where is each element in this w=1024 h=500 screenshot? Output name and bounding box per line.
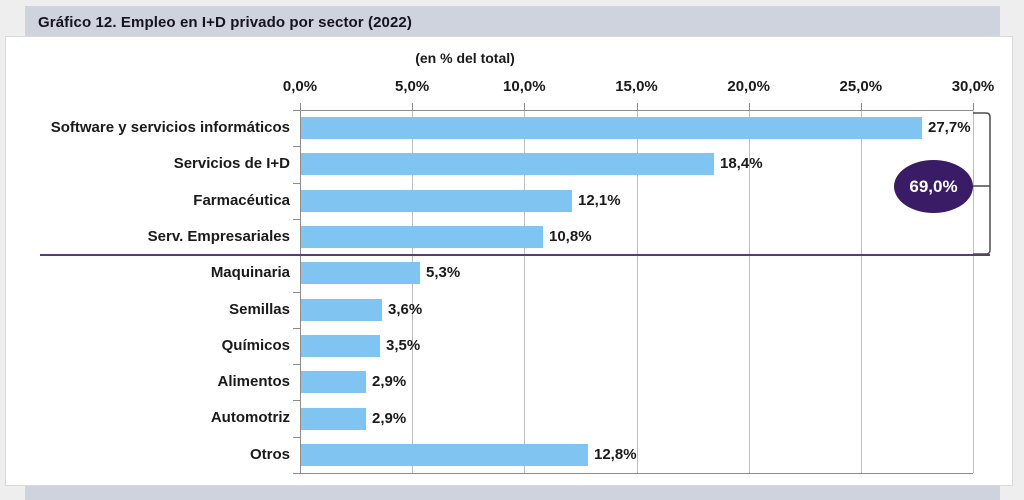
x-axis-tick-mark bbox=[636, 103, 638, 110]
category-label: Software y servicios informáticos bbox=[50, 119, 290, 136]
y-axis-tick-mark bbox=[293, 110, 300, 111]
chart-title: Gráfico 12. Empleo en I+D privado por se… bbox=[38, 13, 412, 31]
x-axis-tick-mark bbox=[300, 103, 301, 110]
group-separator-line bbox=[40, 254, 990, 256]
x-axis-tick-mark bbox=[748, 103, 750, 110]
y-axis-tick-mark bbox=[293, 473, 300, 474]
gridline bbox=[524, 110, 526, 473]
total-badge: 69,0% bbox=[894, 160, 973, 213]
y-axis-tick-mark bbox=[293, 292, 300, 293]
category-label: Químicos bbox=[221, 336, 290, 354]
x-axis-tick-label: 0,0% bbox=[282, 78, 318, 95]
x-axis-tick-label: 30,0% bbox=[951, 78, 995, 95]
bar bbox=[301, 444, 588, 466]
y-axis-tick-mark bbox=[293, 437, 300, 438]
plot-bottom-border bbox=[300, 473, 973, 474]
y-axis-tick-mark bbox=[293, 146, 300, 147]
value-label: 12,8% bbox=[594, 446, 637, 463]
value-label: 27,7% bbox=[928, 119, 971, 136]
value-label: 3,6% bbox=[388, 301, 423, 318]
value-label: 2,9% bbox=[372, 373, 407, 390]
x-axis-tick-label: 10,0% bbox=[503, 78, 546, 95]
y-axis-tick-mark bbox=[293, 328, 300, 329]
chart-header-band: Gráfico 12. Empleo en I+D privado por se… bbox=[25, 6, 1000, 38]
category-label: Alimentos bbox=[217, 373, 290, 391]
x-axis-tick-label: 5,0% bbox=[395, 78, 430, 95]
bar bbox=[301, 299, 382, 321]
y-axis-tick-mark bbox=[293, 219, 300, 220]
value-label: 5,3% bbox=[426, 264, 461, 281]
x-axis-tick-mark bbox=[973, 103, 974, 110]
gridline bbox=[412, 110, 414, 473]
x-axis-tick-mark bbox=[860, 103, 862, 110]
bar bbox=[301, 226, 543, 248]
total-badge-label: 69,0% bbox=[909, 176, 958, 196]
plot-top-border bbox=[300, 110, 973, 111]
bar bbox=[301, 408, 366, 430]
category-label: Semillas bbox=[229, 300, 290, 318]
category-label: Serv. Empresariales bbox=[147, 227, 290, 245]
category-label: Servicios de I+D bbox=[173, 155, 290, 173]
value-label: 12,1% bbox=[578, 192, 621, 209]
bar bbox=[301, 262, 420, 284]
category-label: Automotriz bbox=[210, 409, 290, 427]
bar bbox=[301, 371, 366, 393]
x-axis-tick-label: 25,0% bbox=[839, 78, 883, 95]
y-axis-tick-mark bbox=[293, 364, 300, 365]
y-axis-line bbox=[300, 110, 301, 473]
x-axis-tick-mark bbox=[412, 103, 414, 110]
value-label: 3,5% bbox=[386, 337, 421, 354]
bar bbox=[301, 335, 380, 357]
gridline bbox=[636, 110, 638, 473]
category-label: Maquinaria bbox=[210, 264, 290, 282]
gridline bbox=[973, 110, 974, 473]
gridline bbox=[860, 110, 862, 473]
x-axis-tick-label: 15,0% bbox=[615, 78, 658, 95]
y-axis-tick-mark bbox=[293, 183, 300, 184]
x-axis-tick-label: 20,0% bbox=[727, 78, 770, 95]
y-axis-tick-mark bbox=[293, 400, 300, 401]
value-label: 2,9% bbox=[372, 410, 407, 427]
bar bbox=[301, 117, 922, 139]
value-label: 18,4% bbox=[720, 155, 763, 172]
x-axis-tick-mark bbox=[524, 103, 526, 110]
bar bbox=[301, 153, 714, 175]
category-label: Otros bbox=[249, 445, 290, 463]
chart-panel bbox=[5, 36, 1013, 486]
category-label: Farmacéutica bbox=[193, 191, 290, 209]
chart-subtitle: (en % del total) bbox=[415, 50, 515, 66]
value-label: 10,8% bbox=[549, 228, 592, 245]
bar bbox=[301, 190, 572, 212]
gridline bbox=[748, 110, 750, 473]
footer-band bbox=[25, 486, 1000, 500]
